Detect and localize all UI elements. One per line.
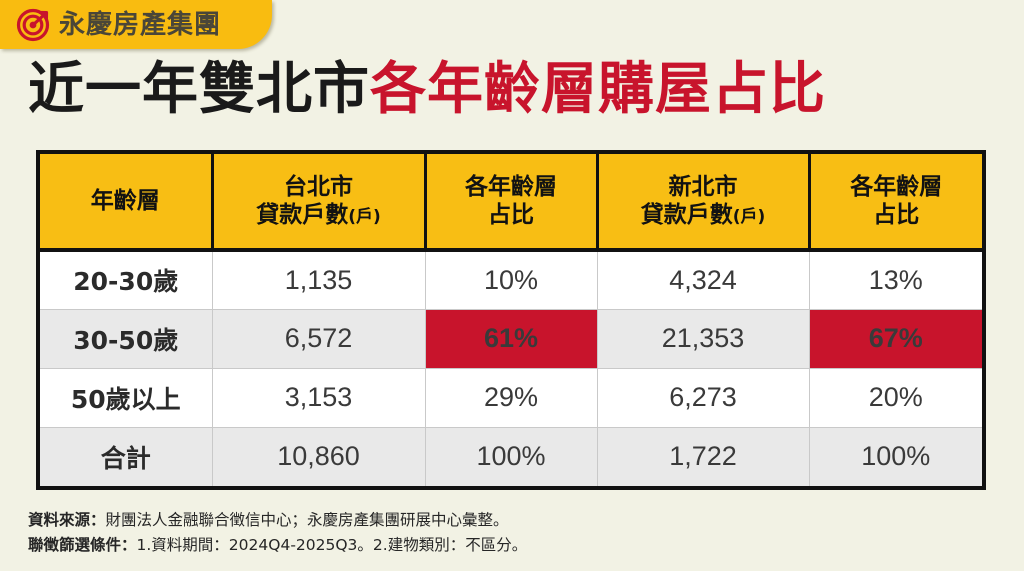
col-header-taipei-loans: 台北市 貸款戶數(戶) [212, 154, 427, 252]
cell-taipei-share: 10% [425, 250, 598, 310]
footnote-source-text: 財團法人金融聯合徵信中心；永慶房產集團研展中心彙整。 [105, 511, 509, 529]
table-row: 50歲以上 3,153 29% 6,273 20% [40, 368, 982, 428]
table-row: 20-30歲 1,135 10% 4,324 13% [40, 250, 982, 310]
cell-newtaipei-loans: 1,722 [597, 427, 810, 486]
statistics-table: 年齡層 台北市 貸款戶數(戶) 各年齡層 占比 新北市 貸款戶數(戶) 各年齡層… [40, 154, 982, 486]
col-header-newtaipei-share: 各年齡層 占比 [809, 154, 982, 252]
cell-taipei-share: 100% [425, 427, 598, 486]
cell-taipei-share-highlight: 61% [425, 309, 598, 369]
col-header-newtaipei-share-line1: 各年齡層 [850, 173, 943, 200]
cell-taipei-loans: 3,153 [212, 368, 426, 428]
statistics-table-container: 年齡層 台北市 貸款戶數(戶) 各年齡層 占比 新北市 貸款戶數(戶) 各年齡層… [36, 150, 986, 490]
col-header-taipei-loans-line2: 貸款戶數 [256, 202, 349, 228]
cell-newtaipei-loans: 4,324 [597, 250, 810, 310]
table-header-row: 年齡層 台北市 貸款戶數(戶) 各年齡層 占比 新北市 貸款戶數(戶) 各年齡層… [40, 154, 982, 252]
cell-newtaipei-loans: 6,273 [597, 368, 810, 428]
cell-age-group: 合計 [40, 427, 213, 486]
footnote-criteria: 聯徵篩選條件：1.資料期間：2024Q4-2025Q3。2.建物類別：不區分。 [28, 533, 527, 558]
col-header-age-group: 年齡層 [40, 154, 214, 252]
col-header-newtaipei-loans-line1: 新北市 [668, 173, 738, 200]
cell-taipei-loans: 10,860 [212, 427, 426, 486]
col-header-newtaipei-share-line2: 占比 [873, 202, 920, 228]
cell-age-group: 20-30歲 [40, 250, 213, 310]
page-title: 近一年雙北市各年齡層購屋占比 [28, 57, 826, 122]
cell-newtaipei-share: 13% [809, 250, 982, 310]
spiral-target-icon [16, 7, 52, 43]
col-header-newtaipei-loans: 新北市 貸款戶數(戶) [597, 154, 811, 252]
cell-newtaipei-loans: 21,353 [597, 309, 810, 369]
footnotes: 資料來源：財團法人金融聯合徵信中心；永慶房產集團研展中心彙整。 聯徵篩選條件：1… [28, 508, 527, 558]
cell-taipei-loans: 6,572 [212, 309, 426, 369]
col-header-newtaipei-loans-unit: (戶) [732, 207, 766, 227]
col-header-taipei-loans-unit: (戶) [348, 207, 381, 227]
footnote-criteria-label: 聯徵篩選條件： [28, 535, 137, 554]
page-title-black: 近一年雙北市 [28, 57, 370, 122]
table-body: 20-30歲 1,135 10% 4,324 13% 30-50歲 6,572 … [40, 250, 982, 486]
col-header-age-group-line1: 年齡層 [90, 187, 160, 214]
cell-newtaipei-share-highlight: 67% [809, 309, 982, 369]
cell-newtaipei-share: 20% [809, 368, 982, 428]
col-header-taipei-share-line2: 占比 [488, 202, 534, 228]
col-header-taipei-share: 各年齡層 占比 [425, 154, 599, 252]
footnote-source: 資料來源：財團法人金融聯合徵信中心；永慶房產集團研展中心彙整。 [28, 508, 527, 533]
brand-name: 永慶房產集團 [59, 9, 222, 40]
page-title-red: 各年齡層購屋占比 [370, 57, 826, 122]
cell-age-group: 50歲以上 [40, 368, 213, 428]
col-header-taipei-loans-line1: 台北市 [284, 173, 353, 200]
cell-taipei-share: 29% [425, 368, 598, 428]
table-row-total: 合計 10,860 100% 1,722 100% [40, 427, 982, 486]
footnote-criteria-text: 1.資料期間：2024Q4-2025Q3。2.建物類別：不區分。 [136, 535, 528, 554]
col-header-taipei-share-line1: 各年齡層 [465, 173, 557, 200]
footnote-source-label: 資料來源： [28, 511, 106, 529]
brand-logo-tab: 永慶房產集團 [0, 0, 272, 49]
table-header: 年齡層 台北市 貸款戶數(戶) 各年齡層 占比 新北市 貸款戶數(戶) 各年齡層… [40, 154, 982, 252]
table-row: 30-50歲 6,572 61% 21,353 67% [40, 309, 982, 369]
cell-newtaipei-share: 100% [809, 427, 982, 486]
cell-age-group: 30-50歲 [40, 309, 213, 369]
cell-taipei-loans: 1,135 [212, 250, 426, 310]
col-header-newtaipei-loans-line2: 貸款戶數 [640, 202, 733, 228]
